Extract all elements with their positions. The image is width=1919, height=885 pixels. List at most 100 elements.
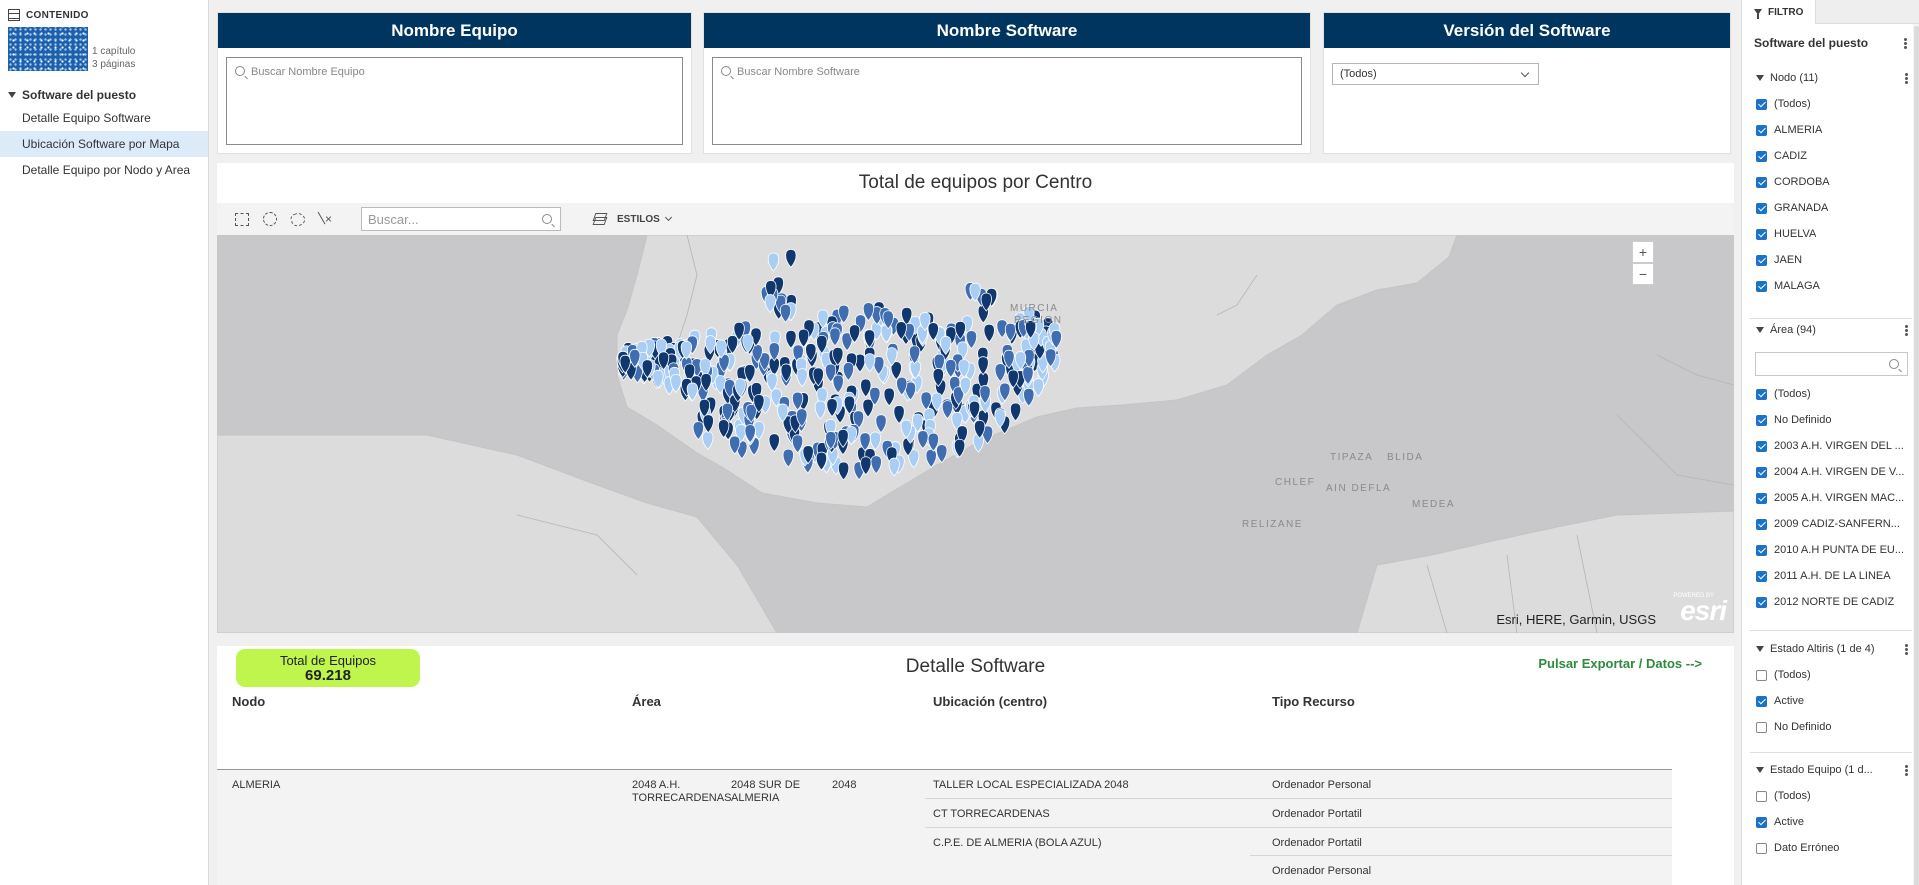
location-pin-icon[interactable] <box>796 408 808 428</box>
filter-option[interactable]: (Todos) <box>1756 786 1912 806</box>
location-pin-icon[interactable] <box>1045 348 1057 368</box>
map-search-input[interactable]: Buscar... <box>361 207 561 231</box>
location-pin-icon[interactable] <box>968 400 981 420</box>
location-pin-icon[interactable] <box>895 321 907 341</box>
location-pin-icon[interactable] <box>1050 329 1062 349</box>
checkbox[interactable] <box>1756 124 1767 136</box>
checkbox[interactable] <box>1756 842 1767 854</box>
location-pin-icon[interactable] <box>969 282 981 302</box>
location-pin-icon[interactable] <box>848 324 861 344</box>
col-nodo[interactable]: Nodo <box>232 694 266 709</box>
location-pin-icon[interactable] <box>745 403 757 423</box>
area-search-input[interactable] <box>1755 352 1908 376</box>
software-search-input[interactable]: Buscar Nombre Software <box>712 57 1302 145</box>
checkbox[interactable] <box>1756 254 1767 266</box>
location-pin-icon[interactable] <box>1004 322 1017 342</box>
filter-option[interactable]: Dato Erróneo <box>1756 838 1912 858</box>
location-pin-icon[interactable] <box>999 382 1011 402</box>
layers-icon[interactable] <box>593 213 607 225</box>
location-pin-icon[interactable] <box>699 358 711 378</box>
location-pin-icon[interactable] <box>768 342 780 362</box>
location-pin-icon[interactable] <box>888 457 900 477</box>
location-pin-icon[interactable] <box>904 381 917 401</box>
location-pin-icon[interactable] <box>721 402 734 422</box>
location-pin-icon[interactable] <box>718 419 730 439</box>
location-pin-icon[interactable] <box>932 368 944 388</box>
filter-option[interactable]: No Definido <box>1756 717 1912 737</box>
filter-option[interactable]: 2004 A.H. VIRGEN DE V... <box>1756 462 1912 482</box>
location-pin-icon[interactable] <box>873 356 885 376</box>
filter-option[interactable]: (Todos) <box>1756 665 1912 685</box>
location-pin-icon[interactable] <box>824 363 837 383</box>
filter-option[interactable]: HUELVA <box>1756 224 1912 244</box>
location-pin-icon[interactable] <box>726 335 739 355</box>
location-pin-icon[interactable] <box>837 428 849 448</box>
location-pin-icon[interactable] <box>1024 320 1037 340</box>
location-pin-icon[interactable] <box>796 368 808 388</box>
location-pin-icon[interactable] <box>791 391 804 411</box>
location-pin-icon[interactable] <box>862 302 875 322</box>
filter-scrollbar[interactable] <box>1913 24 1919 885</box>
location-pin-icon[interactable] <box>900 419 912 439</box>
location-pin-icon[interactable] <box>983 323 995 343</box>
location-pin-icon[interactable] <box>742 334 754 354</box>
location-pin-icon[interactable] <box>812 367 824 387</box>
location-pin-icon[interactable] <box>670 373 682 393</box>
location-pin-icon[interactable] <box>791 434 804 454</box>
checkbox[interactable] <box>1756 176 1767 188</box>
filter-option[interactable]: Active <box>1756 691 1912 711</box>
checkbox[interactable] <box>1756 570 1767 582</box>
location-pin-icon[interactable] <box>700 373 712 393</box>
circle-select-icon[interactable] <box>263 212 277 226</box>
location-pin-icon[interactable] <box>733 321 745 341</box>
location-pin-icon[interactable] <box>919 312 931 332</box>
chapter-item[interactable]: Software del puesto <box>0 85 208 105</box>
filter-option[interactable]: 2005 A.H. VIRGEN MAC... <box>1756 488 1912 508</box>
checkbox[interactable] <box>1756 228 1767 240</box>
location-pin-icon[interactable] <box>973 419 986 439</box>
location-pin-icon[interactable] <box>838 304 850 324</box>
filter-group-estado-equipo[interactable]: Estado Equipo (1 d... <box>1742 760 1912 780</box>
location-pin-icon[interactable] <box>1009 402 1022 422</box>
location-pin-icon[interactable] <box>797 328 810 348</box>
col-area[interactable]: Área <box>632 694 661 709</box>
location-pin-icon[interactable] <box>744 424 756 444</box>
location-pin-icon[interactable] <box>933 353 945 373</box>
checkbox[interactable] <box>1756 492 1767 504</box>
zoom-out-button[interactable]: − <box>1632 263 1654 285</box>
location-pin-icon[interactable] <box>859 432 871 452</box>
filter-option[interactable]: No Definido <box>1756 410 1912 430</box>
zoom-in-button[interactable]: + <box>1632 241 1654 263</box>
location-pin-icon[interactable] <box>1014 351 1027 371</box>
location-pin-icon[interactable] <box>864 353 876 373</box>
location-pin-icon[interactable] <box>925 449 937 469</box>
filter-group-nodo[interactable]: Nodo (11) <box>1742 68 1912 88</box>
location-pin-icon[interactable] <box>883 387 895 407</box>
location-pin-icon[interactable] <box>652 369 664 389</box>
location-pin-icon[interactable] <box>917 430 929 450</box>
filter-option[interactable]: 2012 NORTE DE CADIZ <box>1756 592 1912 612</box>
location-pin-icon[interactable] <box>802 445 814 465</box>
map-canvas[interactable]: MURCIA REGION TIPAZA BLIDA CHLEF AIN DEF… <box>217 235 1734 633</box>
equipo-search-input[interactable]: Buscar Nombre Equipo <box>226 57 683 145</box>
location-pin-icon[interactable] <box>692 421 705 441</box>
location-pin-icon[interactable] <box>882 310 894 330</box>
location-pin-icon[interactable] <box>768 433 780 453</box>
filter-option[interactable]: Active <box>1756 812 1912 832</box>
location-pin-icon[interactable] <box>959 376 972 396</box>
location-pin-icon[interactable] <box>843 395 856 415</box>
col-tipo-recurso[interactable]: Tipo Recurso <box>1272 694 1355 709</box>
location-pin-icon[interactable] <box>890 361 902 381</box>
location-pin-icon[interactable] <box>734 378 746 398</box>
export-link[interactable]: Pulsar Exportar / Datos --> <box>1538 656 1702 671</box>
location-pin-icon[interactable] <box>941 400 954 420</box>
location-pin-icon[interactable] <box>805 343 817 363</box>
location-pin-icon[interactable] <box>641 359 653 379</box>
filter-group-area[interactable]: Área (94) <box>1742 320 1912 340</box>
filter-option[interactable]: (Todos) <box>1756 94 1912 114</box>
checkbox[interactable] <box>1756 150 1767 162</box>
filter-option[interactable]: GRANADA <box>1756 198 1912 218</box>
location-pin-icon[interactable] <box>619 354 631 374</box>
location-pin-icon[interactable] <box>764 294 776 314</box>
page-item[interactable]: Detalle Equipo Software <box>22 111 151 125</box>
